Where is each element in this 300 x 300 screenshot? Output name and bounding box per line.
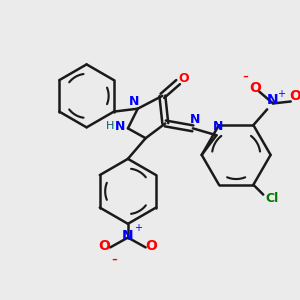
Text: +: + [277, 88, 285, 99]
Text: -: - [111, 250, 117, 268]
Text: N: N [213, 120, 224, 133]
Text: Cl: Cl [266, 192, 279, 205]
Text: H: H [106, 122, 114, 131]
Text: O: O [249, 81, 261, 95]
Text: N: N [190, 113, 200, 126]
Text: N: N [267, 92, 279, 106]
Text: N: N [122, 229, 134, 243]
Text: +: + [134, 223, 142, 233]
Text: O: O [179, 72, 189, 85]
Text: N: N [129, 95, 139, 108]
Text: O: O [146, 239, 158, 254]
Text: O: O [289, 88, 300, 103]
Text: -: - [243, 67, 248, 85]
Text: O: O [98, 239, 110, 254]
Text: N: N [115, 120, 125, 133]
